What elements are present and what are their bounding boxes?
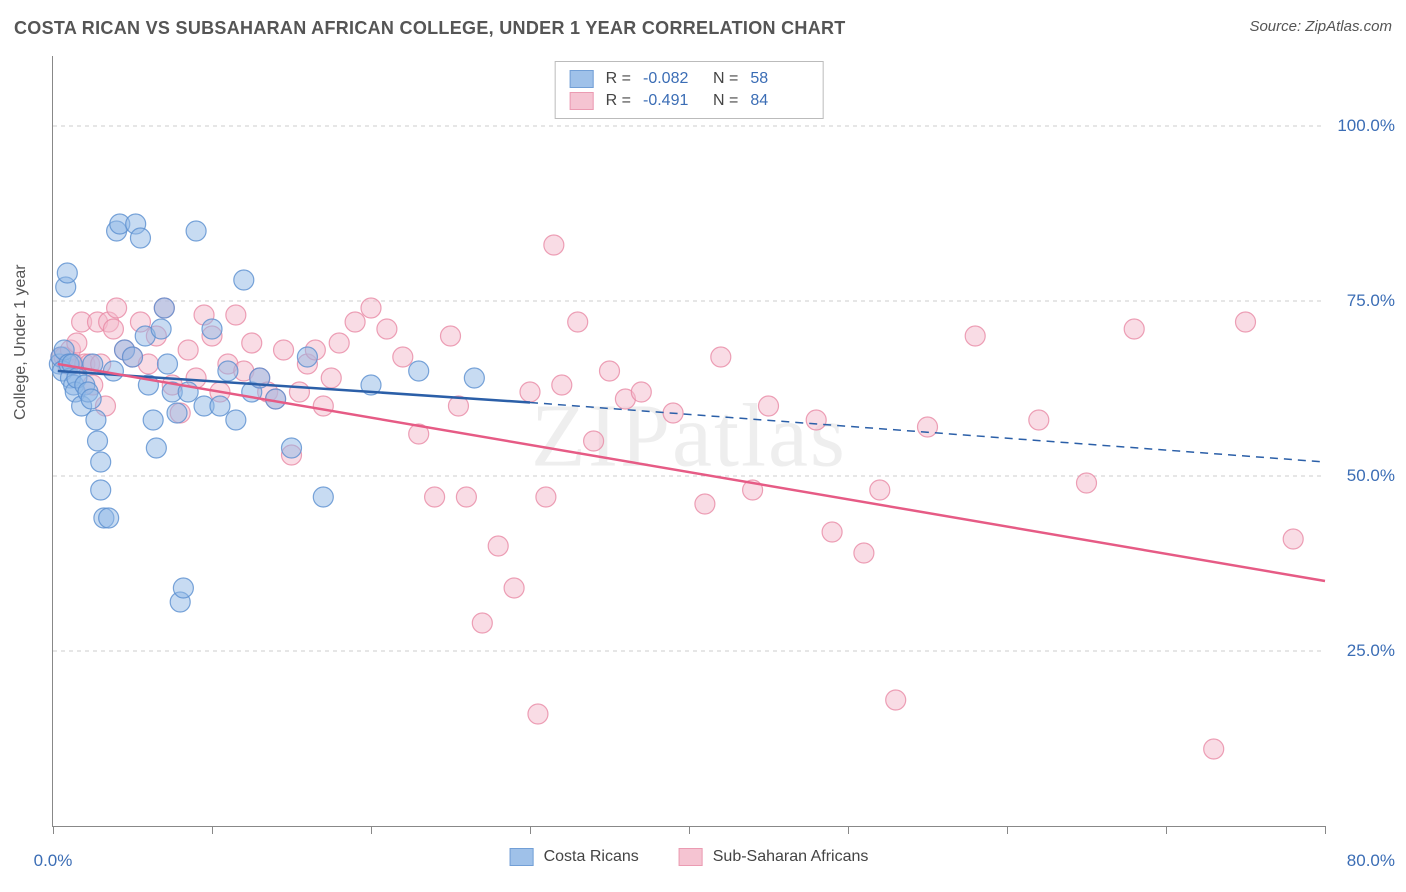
stat-r-value: -0.491: [643, 92, 701, 110]
swatch-icon: [570, 92, 594, 110]
swatch-icon: [510, 848, 534, 866]
legend-label: Sub-Saharan Africans: [713, 848, 869, 866]
stat-n-value: 84: [750, 92, 808, 110]
stat-r-label: R =: [606, 92, 631, 110]
y-axis-label: College, Under 1 year: [12, 264, 30, 420]
x-tick-label: 80.0%: [1347, 851, 1395, 871]
chart-legend: Costa Ricans Sub-Saharan Africans: [510, 848, 869, 866]
swatch-icon: [570, 70, 594, 88]
legend-label: Costa Ricans: [544, 848, 639, 866]
source-attribution: Source: ZipAtlas.com: [1249, 18, 1392, 35]
stat-n-value: 58: [750, 70, 808, 88]
x-tick-mark: [530, 826, 531, 834]
x-tick-mark: [53, 826, 54, 834]
stat-n-label: N =: [713, 92, 738, 110]
y-tick-label: 25.0%: [1335, 641, 1395, 661]
legend-item-series1: Costa Ricans: [510, 848, 639, 866]
y-tick-label: 50.0%: [1335, 466, 1395, 486]
x-tick-mark: [371, 826, 372, 834]
correlation-stats-box: R = -0.082 N = 58 R = -0.491 N = 84: [555, 61, 824, 119]
stats-row-series2: R = -0.491 N = 84: [570, 90, 809, 112]
stat-r-value: -0.082: [643, 70, 701, 88]
stat-r-label: R =: [606, 70, 631, 88]
chart-title: COSTA RICAN VS SUBSAHARAN AFRICAN COLLEG…: [14, 18, 846, 39]
stats-row-series1: R = -0.082 N = 58: [570, 68, 809, 90]
x-tick-mark: [848, 826, 849, 834]
x-tick-mark: [1166, 826, 1167, 834]
legend-item-series2: Sub-Saharan Africans: [679, 848, 869, 866]
x-tick-mark: [1325, 826, 1326, 834]
x-tick-mark: [689, 826, 690, 834]
x-tick-mark: [212, 826, 213, 834]
stat-n-label: N =: [713, 70, 738, 88]
y-tick-label: 75.0%: [1335, 291, 1395, 311]
chart-plot-area: ZIPatlas 25.0%50.0%75.0%100.0% 0.0%80.0%…: [52, 56, 1325, 827]
swatch-icon: [679, 848, 703, 866]
chart-header: COSTA RICAN VS SUBSAHARAN AFRICAN COLLEG…: [14, 18, 1392, 39]
y-tick-label: 100.0%: [1335, 116, 1395, 136]
scatter-plot-svg: [53, 56, 1325, 826]
x-tick-mark: [1007, 826, 1008, 834]
x-tick-label: 0.0%: [34, 851, 73, 871]
